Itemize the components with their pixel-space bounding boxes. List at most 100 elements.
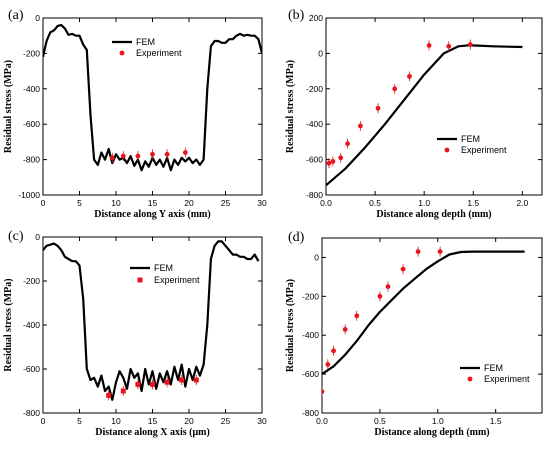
series-line-fem — [43, 240, 260, 401]
panel-label: (d) — [288, 230, 305, 245]
y-tick-label: 0 — [314, 252, 319, 262]
legend-swatch-dot — [444, 147, 450, 153]
y-tick-label: -400 — [302, 330, 319, 340]
x-tick-label: 0 — [41, 416, 46, 426]
data-point — [325, 361, 331, 367]
legend-label: Experiment — [136, 48, 182, 58]
data-layer — [43, 240, 260, 401]
data-point — [426, 43, 432, 48]
data-point — [164, 379, 170, 385]
data-point — [345, 141, 350, 147]
y-tick-label: -400 — [23, 84, 40, 94]
x-axis-title: Distance along depth (mm) — [376, 209, 491, 220]
y-tick-label: 0 — [318, 48, 323, 58]
data-point — [377, 293, 383, 299]
x-tick-label: 10 — [111, 198, 121, 208]
y-tick-label: -800 — [306, 190, 323, 200]
y-tick-label: -1000 — [18, 190, 40, 200]
legend-label: FEM — [484, 363, 503, 373]
y-tick-label: -400 — [23, 320, 40, 330]
plot-frame — [321, 237, 543, 414]
data-point — [437, 249, 443, 255]
y-tick-label: -800 — [302, 408, 319, 418]
data-point — [446, 43, 452, 49]
data-point — [135, 153, 141, 159]
x-tick-label: 1.5 — [467, 198, 479, 208]
legend-swatch-dot — [119, 50, 125, 56]
data-point — [330, 158, 336, 164]
data-point — [331, 348, 336, 354]
x-tick-label: 30 — [257, 198, 267, 208]
data-point — [120, 388, 126, 394]
y-tick-label: -200 — [302, 291, 319, 301]
data-point — [338, 155, 344, 161]
legend-label: Experiment — [484, 374, 530, 384]
y-tick-label: -400 — [306, 119, 323, 129]
data-point — [326, 160, 332, 166]
plot-frame — [325, 17, 543, 196]
data-point — [109, 155, 115, 161]
x-tick-label: 15 — [148, 198, 158, 208]
x-tick-label: 5 — [77, 198, 82, 208]
panel-label: (c) — [8, 229, 24, 244]
data-point — [357, 123, 363, 129]
y-tick-label: -600 — [23, 119, 40, 129]
x-tick-label: 1.5 — [490, 416, 502, 426]
x-tick-label: 25 — [221, 198, 231, 208]
x-tick-label: 20 — [184, 198, 194, 208]
data-point — [135, 381, 141, 387]
y-tick-label: 200 — [309, 13, 323, 23]
x-tick-label: 0.5 — [369, 198, 381, 208]
legend-label: FEM — [461, 134, 480, 144]
data-point — [375, 105, 381, 111]
legend-label: Experiment — [154, 275, 200, 285]
y-tick-label: -200 — [23, 276, 40, 286]
y-tick-label: -600 — [302, 369, 319, 379]
data-point — [400, 266, 406, 272]
x-axis-title: Distance along depth (mm) — [374, 427, 489, 438]
data-point — [467, 42, 473, 47]
x-tick-label: 30 — [257, 416, 267, 426]
x-tick-label: 0.0 — [320, 198, 332, 208]
x-tick-label: 5 — [77, 416, 82, 426]
legend-label: FEM — [136, 37, 155, 47]
x-tick-label: 1.0 — [432, 416, 444, 426]
data-point — [385, 284, 391, 290]
legend-label: Experiment — [461, 145, 507, 155]
legend-swatch-square — [137, 277, 143, 283]
y-axis-title: Residual stress (MPa) — [285, 279, 296, 372]
x-tick-label: 0.0 — [316, 416, 328, 426]
y-tick-label: -600 — [23, 364, 40, 374]
data-point — [407, 74, 412, 79]
y-tick-label: -800 — [23, 155, 40, 165]
legend-label: FEM — [154, 263, 173, 273]
data-point — [164, 151, 170, 157]
data-layer — [326, 39, 523, 187]
data-point — [179, 377, 185, 383]
x-tick-label: 20 — [184, 416, 194, 426]
chart-panel-2: 0.0 0.5 1.0 1.5 2.0 200 0 -200 -400 -600 -800 Dista… — [285, 8, 543, 220]
data-point — [150, 381, 155, 387]
x-tick-label: 1.0 — [418, 198, 430, 208]
x-tick-label: 2.0 — [516, 198, 528, 208]
chart-panel-4: 0.0 0.5 1.0 1.5 0 -200 -400 -600 -800 Distance al… — [285, 230, 543, 438]
x-axis-title: Distance along X axis (μm) — [95, 427, 210, 438]
y-axis-title: Residual stress (MPa) — [3, 60, 14, 153]
series-line-fem — [322, 250, 525, 376]
x-tick-label: 10 — [111, 416, 121, 426]
x-tick-label: 15 — [148, 416, 158, 426]
chart-panel-1: 0 5 10 15 20 25 30 0 -200 -400 -600 -800 -1000 Distan… — [3, 8, 267, 220]
y-tick-label: -800 — [23, 408, 40, 418]
x-tick-label: 25 — [221, 416, 231, 426]
y-tick-label: 0 — [35, 232, 40, 242]
x-tick-label: 0.5 — [374, 416, 386, 426]
data-layer — [43, 24, 262, 172]
data-point — [150, 151, 155, 157]
data-point — [415, 249, 421, 255]
data-point — [120, 153, 126, 159]
y-tick-label: -600 — [306, 155, 323, 165]
series-line-fem — [326, 44, 523, 187]
panel-label: (b) — [288, 8, 305, 23]
data-point — [354, 313, 360, 319]
